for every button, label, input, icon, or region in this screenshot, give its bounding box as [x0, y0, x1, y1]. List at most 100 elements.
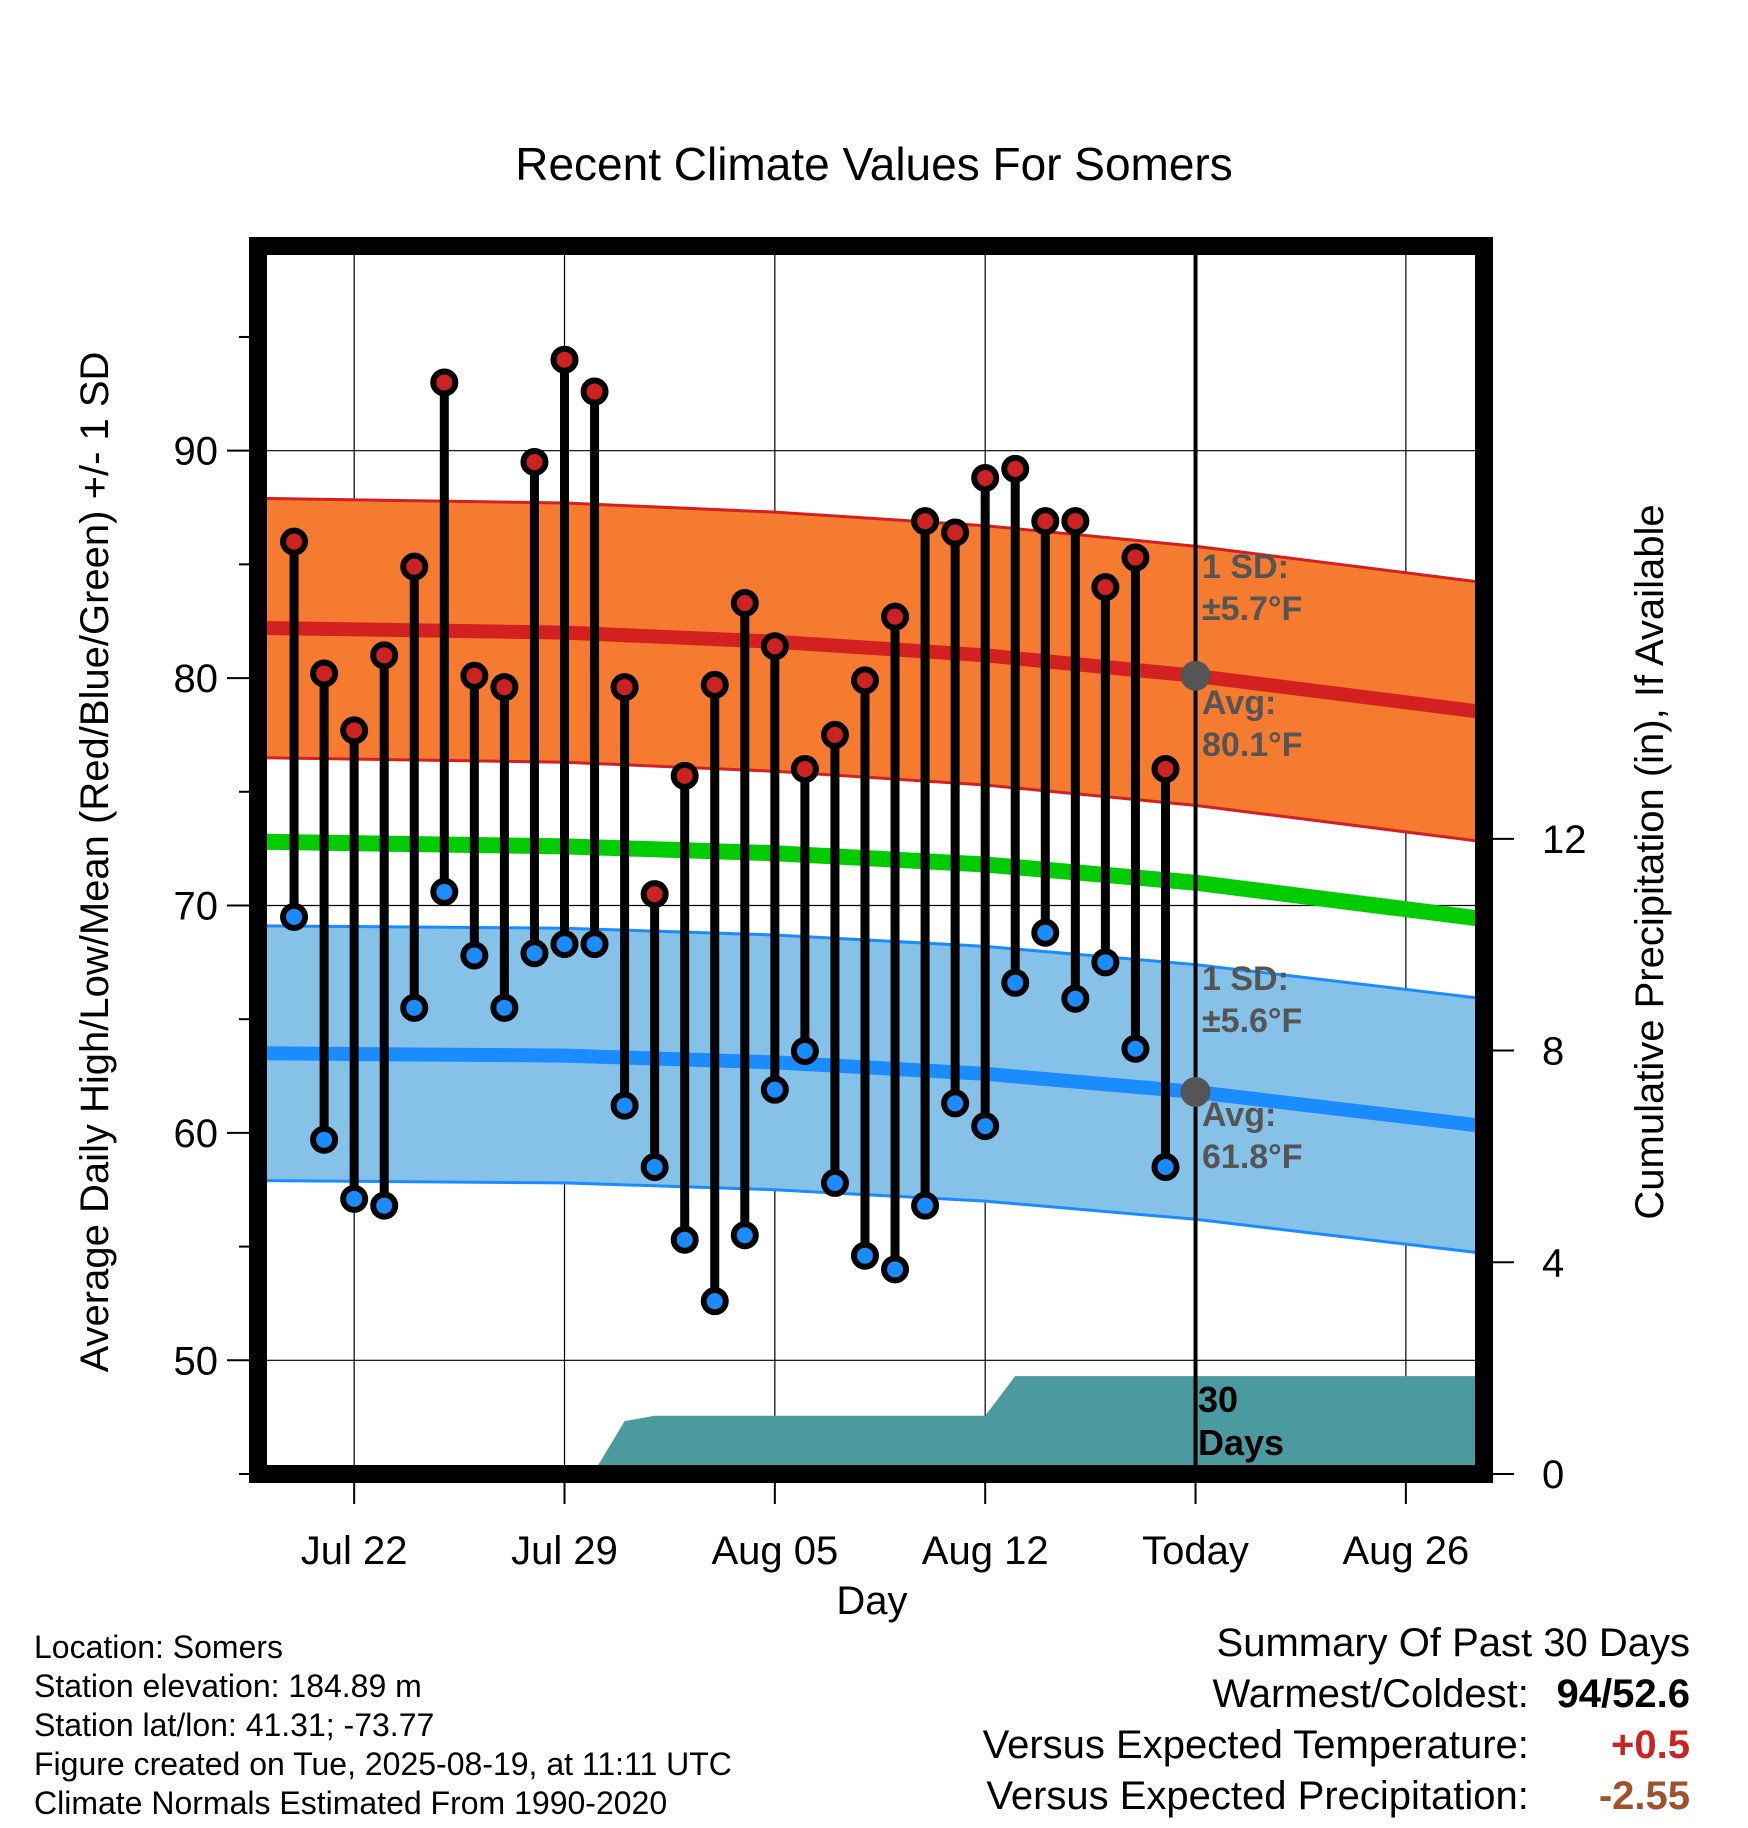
y-left-tick-label: 80: [174, 657, 219, 701]
daily-high-point: [1091, 573, 1120, 602]
high-sd-label: 1 SD:: [1202, 548, 1289, 586]
daily-high-point: [1121, 543, 1150, 572]
high-sd-value: ±5.7°F: [1202, 590, 1302, 628]
low-avg-value: 61.8°F: [1202, 1138, 1303, 1176]
station-elevation: Station elevation: 184.89 m: [34, 1668, 422, 1704]
daily-high-point: [580, 377, 609, 406]
daily-low-point: [340, 1184, 369, 1213]
daily-low-point: [490, 993, 519, 1022]
daily-high-point: [670, 761, 699, 790]
daily-low-point: [700, 1287, 729, 1316]
daily-low-point: [730, 1221, 759, 1250]
x-tick-label: Aug 26: [1342, 1529, 1469, 1573]
daily-high-point: [1001, 454, 1030, 483]
daily-high-point: [941, 518, 970, 547]
summary-warm-cold-row: Warmest/Coldest: 94/52.6: [983, 1669, 1691, 1720]
daily-low-point: [1121, 1034, 1150, 1063]
low-sd-value: ±5.6°F: [1202, 1002, 1302, 1040]
low-sd-band: [264, 925, 1484, 1254]
high-sd-band-lower-edge: [263, 756, 1484, 844]
plot-frame: [249, 237, 1493, 1483]
high-avg-label: Avg:: [1202, 684, 1276, 722]
chart-title: Recent Climate Values For Somers: [515, 138, 1233, 190]
daily-high-point: [1031, 507, 1060, 536]
daily-high-point: [550, 345, 579, 374]
daily-low-point: [820, 1168, 849, 1197]
low-sd-band-lower-edge: [263, 1179, 1484, 1255]
x-tick-label: Jul 22: [301, 1529, 408, 1573]
daily-low-point: [400, 993, 429, 1022]
daily-high-point: [430, 368, 459, 397]
daily-high-point: [280, 527, 309, 556]
x-tick-label: Aug 12: [922, 1529, 1049, 1573]
y-left-axis-label: Average Daily High/Low/Mean (Red/Blue/Gr…: [73, 352, 117, 1373]
station-latlon: Station lat/lon: 41.31; -73.77: [34, 1707, 435, 1743]
low-avg-label: Avg:: [1202, 1096, 1276, 1134]
daily-low-point: [610, 1091, 639, 1120]
daily-low-point: [1151, 1153, 1180, 1181]
summary-temp-row: Versus Expected Temperature: +0.5: [983, 1720, 1690, 1771]
summary-heading: Summary Of Past 30 Days: [1216, 1621, 1690, 1665]
daily-high-point: [850, 666, 879, 695]
daily-low-point: [670, 1225, 699, 1254]
low-sd-label: 1 SD:: [1202, 960, 1289, 998]
daily-high-point: [520, 448, 549, 477]
daily-low-point: [370, 1191, 399, 1220]
daily-high-point: [490, 673, 519, 702]
daily-high-point: [700, 670, 729, 699]
normal-mean-line: [263, 833, 1484, 928]
x-tick-label: Aug 05: [711, 1529, 838, 1573]
station-info: Location: Somers Station elevation: 184.…: [34, 1628, 732, 1823]
plot-clip-group: [258, 246, 1484, 1474]
y-left-tick-label: 90: [174, 430, 219, 474]
x-tick-label: Today: [1142, 1529, 1249, 1573]
normal-low-line: [263, 1046, 1484, 1134]
low-sd-band-upper-edge: [263, 924, 1484, 1001]
daily-low-point: [550, 930, 579, 959]
daily-high-point: [881, 602, 910, 631]
daily-high-point: [640, 880, 669, 909]
normals-period: Climate Normals Estimated From 1990-2020: [34, 1785, 668, 1821]
daily-low-point: [460, 941, 489, 970]
warm-cold-label: Warmest/Coldest:: [1212, 1672, 1529, 1716]
precip-departure-label: Versus Expected Precipitation:: [986, 1774, 1529, 1818]
y-right-tick-label: 0: [1542, 1453, 1564, 1497]
daily-low-point: [1091, 948, 1120, 977]
temp-departure-label: Versus Expected Temperature:: [982, 1723, 1529, 1767]
y-right-tick-label: 4: [1542, 1241, 1564, 1285]
window-days-number: 30: [1198, 1379, 1238, 1420]
daily-high-point: [400, 552, 429, 581]
station-location: Location: Somers: [34, 1629, 284, 1665]
daily-high-point: [1061, 507, 1090, 536]
daily-low-point: [580, 930, 609, 959]
daily-high-point: [460, 661, 489, 690]
daily-low-point: [1031, 918, 1060, 947]
y-left-tick-label: 60: [174, 1112, 219, 1156]
daily-high-point: [790, 755, 819, 784]
y-right-axis-label: Cumulative Precipitation (in), If Availa…: [1628, 504, 1672, 1219]
daily-low-point: [280, 902, 309, 931]
daily-high-point: [310, 659, 339, 688]
temp-departure-value: +0.5: [1611, 1723, 1690, 1767]
daily-low-point: [911, 1191, 940, 1220]
daily-low-point: [520, 939, 549, 968]
high-sd-band-upper-edge: [263, 496, 1484, 585]
precip-departure-value: -2.55: [1598, 1774, 1690, 1818]
x-axis-label: Day: [836, 1579, 907, 1623]
high-avg-value: 80.1°F: [1202, 726, 1303, 764]
daily-low-point: [640, 1153, 669, 1181]
precip-area: [258, 1376, 1484, 1474]
figure-created: Figure created on Tue, 2025-08-19, at 11…: [34, 1746, 732, 1782]
x-tick-label: Jul 29: [511, 1529, 618, 1573]
daily-low-point: [790, 1037, 819, 1066]
daily-high-point: [820, 720, 849, 749]
daily-low-point: [850, 1241, 879, 1270]
y-left-tick-label: 70: [174, 884, 219, 928]
daily-high-point: [340, 716, 369, 745]
summary-precip-row: Versus Expected Precipitation: -2.55: [983, 1771, 1690, 1822]
daily-low-point: [1001, 968, 1030, 997]
warm-cold-value: 94/52.6: [1556, 1672, 1690, 1716]
daily-high-point: [911, 507, 940, 536]
y-right-tick-label: 12: [1542, 818, 1587, 862]
daily-low-point: [881, 1255, 910, 1284]
